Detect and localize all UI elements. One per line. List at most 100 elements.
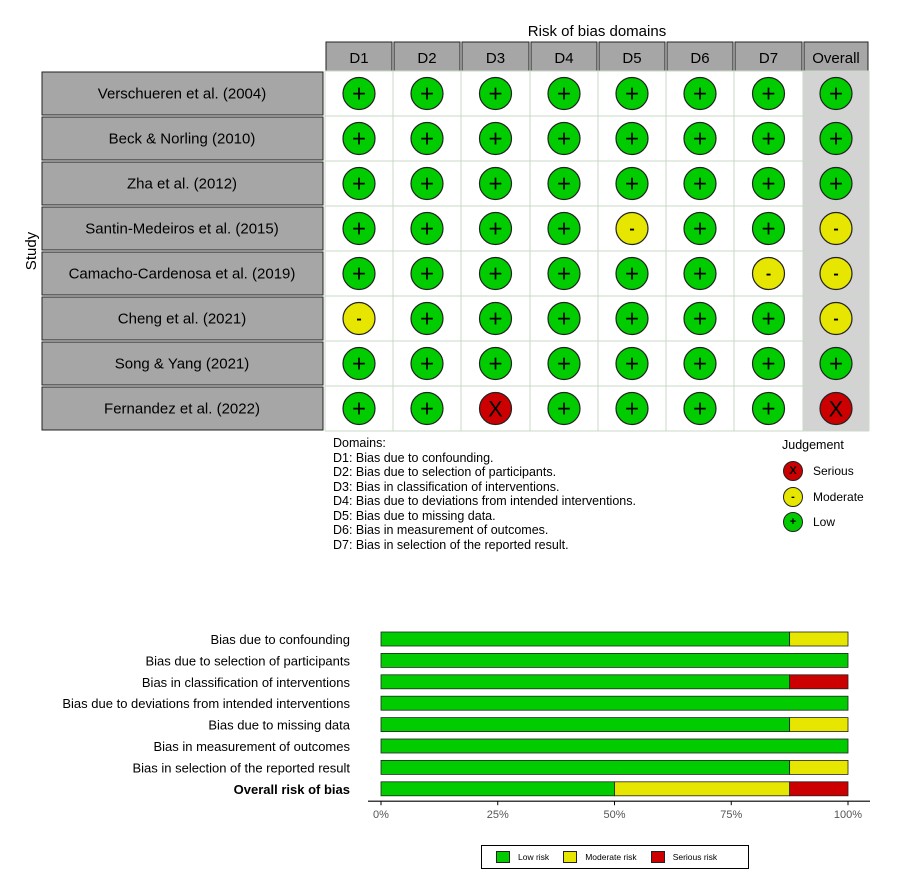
category-label: Bias in classification of interventions [142, 675, 351, 690]
judgement-symbol: + [420, 396, 434, 423]
domains-legend-item-d7: D7: Bias in selection of the reported re… [333, 537, 569, 552]
judgement-symbol: + [829, 81, 843, 108]
legend-item-moderate: Moderate risk [563, 851, 637, 863]
judgement-circle [342, 301, 376, 336]
judgement-symbol: + [557, 216, 571, 243]
judgement-symbol: + [761, 126, 775, 153]
category-label: Bias in selection of the reported result [132, 760, 350, 775]
judgement-circle [615, 256, 649, 291]
judgement-symbol: + [761, 81, 775, 108]
summary-legend: Low risk Moderate risk Serious risk [481, 845, 749, 869]
judgement-symbol: + [761, 216, 775, 243]
serious-judgement-icon: X [783, 461, 803, 481]
serious-risk-swatch [650, 851, 665, 863]
category-label: Overall risk of bias [234, 782, 350, 797]
judgement-circle [615, 76, 649, 111]
domain-header-cell [461, 41, 530, 72]
traffic-light-plot: Risk of bias domains Study D1 D2 D3 D4 D5 D6 D7 O… [23, 23, 870, 432]
judgement-circle [751, 211, 786, 246]
judgement-symbol: - [629, 221, 634, 238]
judgement-circle [819, 76, 853, 111]
judgement-circle [615, 211, 649, 246]
judgement-symbol: + [829, 126, 843, 153]
judgement-symbol: + [488, 261, 502, 288]
judgement-circle [478, 301, 513, 336]
judgement-symbol: + [693, 216, 707, 243]
judgement-circle [410, 166, 444, 201]
judgement-circle [683, 256, 717, 291]
judgement-symbol: + [420, 126, 434, 153]
judgement-circle [478, 256, 513, 291]
legend-serious-label: Serious risk [672, 852, 718, 862]
judgement-circle [410, 121, 444, 156]
judgement-circle [751, 166, 786, 201]
moderate-judgement-icon: - [783, 487, 803, 507]
judgement-circle [683, 346, 717, 381]
judgement-symbol: + [625, 261, 639, 288]
study-label: Verschueren et al. (2004) [98, 86, 266, 103]
judgement-symbol: + [352, 126, 366, 153]
judgement-circle [615, 346, 649, 381]
judgement-circle [615, 391, 649, 426]
bar-segment [380, 653, 849, 668]
judgement-symbol: + [693, 306, 707, 333]
category-label: Bias due to missing data [208, 718, 350, 733]
judgement-circle [819, 121, 853, 156]
domains-legend-item-d6: D6: Bias in measurement of outcomes. [333, 523, 549, 537]
judgement-symbol: + [352, 261, 366, 288]
domain-header-d2: D2 [417, 50, 436, 67]
judgement-circle [478, 121, 513, 156]
judgement-circle [751, 301, 786, 336]
study-label-cell [41, 341, 324, 386]
judgement-circle [547, 346, 581, 381]
x-tick-label: 100% [834, 809, 862, 821]
study-label: Beck & Norling (2010) [109, 131, 256, 148]
judgement-symbol: + [693, 351, 707, 378]
judgement-circle [683, 121, 717, 156]
judgement-circle [342, 256, 376, 291]
domain-header-d5: D5 [622, 50, 641, 67]
category-label: Bias due to selection of participants [145, 653, 350, 668]
judgement-circle [751, 391, 786, 426]
study-label: Fernandez et al. (2022) [104, 401, 260, 418]
legend-item-low: Low risk [496, 851, 549, 863]
judgement-circle [547, 166, 581, 201]
legend-low-label: Low risk [518, 852, 550, 862]
domain-header-cell [803, 41, 869, 72]
study-label-cell [41, 386, 324, 431]
judgement-circle [410, 346, 444, 381]
judgement-circle [342, 121, 376, 156]
judgement-symbol: + [693, 171, 707, 198]
domain-header-cell [530, 41, 598, 72]
judgement-circle [410, 211, 444, 246]
judgement-circle [751, 121, 786, 156]
judgement-circle [547, 121, 581, 156]
domain-header-d7: D7 [759, 50, 778, 67]
judgement-circle [410, 256, 444, 291]
judgement-symbol: + [693, 261, 707, 288]
x-tick-label: 50% [603, 809, 625, 821]
judgement-symbol: + [693, 81, 707, 108]
judgement-circle [683, 301, 717, 336]
judgement-symbol: + [352, 171, 366, 198]
bar-segment [380, 717, 791, 732]
judgement-symbol: + [420, 81, 434, 108]
judgement-circle [683, 166, 717, 201]
bar-segment [380, 674, 791, 690]
judgement-circle [819, 391, 853, 426]
judgement-symbol: + [420, 306, 434, 333]
domain-header-cell [598, 41, 666, 72]
judgement-circle [410, 301, 444, 336]
judgement-circle [342, 76, 376, 111]
judgement-circle [478, 211, 513, 246]
bar-segment [614, 781, 791, 797]
bar-segment [380, 781, 615, 797]
bar-segment [380, 695, 849, 711]
judgement-symbol: X [829, 397, 844, 422]
judgement-circle [819, 166, 853, 201]
judgement-symbol: + [488, 216, 502, 243]
judgement-symbol: + [488, 306, 502, 333]
judgement-symbol: + [352, 216, 366, 243]
x-tick-label: 75% [720, 809, 742, 821]
judgement-symbol: + [557, 306, 571, 333]
